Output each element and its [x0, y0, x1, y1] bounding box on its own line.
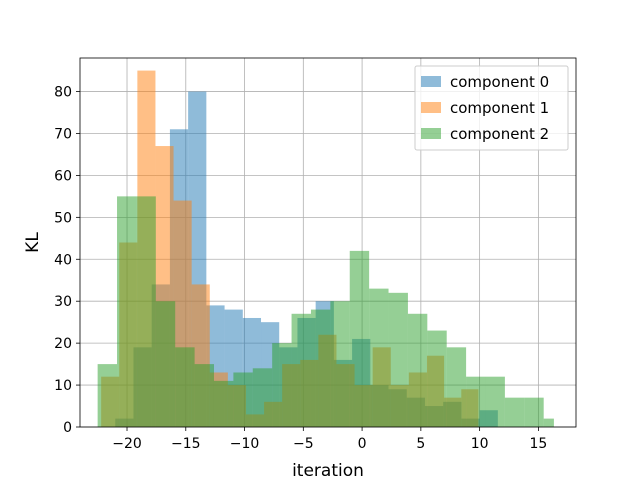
histogram-bar	[272, 343, 292, 427]
histogram-bars	[97, 70, 554, 428]
y-tick-label: 30	[54, 294, 72, 310]
y-tick-label: 80	[54, 85, 72, 101]
y-axis: 0 10 20 30 40 50 60 70 80	[54, 85, 80, 436]
y-tick-label: 70	[54, 126, 72, 142]
x-tick-label: −20	[112, 436, 142, 452]
y-tick-label: 20	[54, 336, 72, 352]
x-axis: −20 −15 −10 −5 0 5 10 15	[112, 427, 547, 452]
histogram-bar	[117, 196, 137, 427]
y-axis-label: KL	[23, 232, 43, 253]
histogram-bar	[291, 313, 311, 427]
histogram-bar	[213, 380, 234, 427]
histogram-bar	[175, 347, 195, 427]
histogram-bar	[504, 397, 525, 427]
legend-swatch	[421, 128, 441, 139]
x-tick-label: −10	[230, 436, 260, 452]
histogram-bar	[349, 250, 370, 427]
histogram-bar	[524, 397, 544, 427]
x-tick-label: 15	[529, 436, 547, 452]
x-tick-label: 5	[416, 436, 425, 452]
histogram-bar	[155, 301, 176, 427]
legend: component 0 component 1 component 2	[414, 65, 569, 151]
legend-label: component 0	[450, 73, 549, 91]
histogram-bar	[369, 288, 389, 427]
histogram-bar	[194, 364, 214, 427]
histogram-bar	[427, 330, 447, 427]
y-tick-label: 0	[63, 420, 72, 436]
y-tick-label: 40	[54, 252, 72, 268]
plot-frame	[79, 57, 577, 428]
histogram-bar	[485, 376, 505, 427]
y-tick-label: 10	[54, 378, 72, 394]
histogram-bar	[136, 196, 156, 427]
series-2-bars	[97, 196, 554, 427]
histogram-bar	[446, 347, 467, 427]
x-tick-label: 10	[471, 436, 489, 452]
histogram-bar	[388, 292, 408, 427]
legend-label: component 1	[450, 99, 549, 117]
histogram-bar	[407, 313, 428, 427]
y-tick-label: 60	[54, 168, 72, 184]
histogram-bar	[233, 372, 253, 427]
x-tick-label: 0	[358, 436, 367, 452]
x-tick-label: −15	[171, 436, 201, 452]
histogram-bar	[466, 376, 486, 427]
y-tick-label: 50	[54, 210, 72, 226]
histogram-bar	[330, 301, 350, 427]
legend-swatch	[421, 76, 441, 87]
histogram-bar	[252, 368, 273, 427]
histogram-bar	[310, 309, 331, 427]
legend-box	[414, 65, 569, 151]
legend-swatch	[421, 102, 441, 113]
x-tick-label: −5	[293, 436, 314, 452]
legend-label: component 2	[450, 125, 549, 143]
histogram-bar	[543, 418, 554, 427]
histogram-bar	[97, 364, 118, 427]
x-axis-label: iteration	[292, 461, 364, 480]
